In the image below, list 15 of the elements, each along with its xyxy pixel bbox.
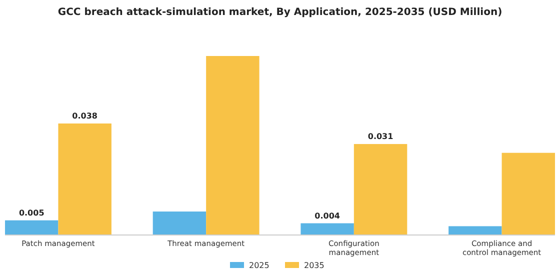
legend-label: 2025 xyxy=(249,261,270,270)
data-label: 0.031 xyxy=(368,132,394,142)
bar xyxy=(354,144,408,235)
bar xyxy=(58,123,112,235)
bar xyxy=(206,56,260,235)
bar xyxy=(5,220,58,235)
data-label: 0.005 xyxy=(18,208,45,218)
chart-title: GCC breach attack-simulation market, By Application, 2025-2035 (USD Million) xyxy=(58,7,502,18)
bar xyxy=(300,223,354,235)
bar xyxy=(152,212,206,235)
bar xyxy=(448,226,502,235)
data-label: 0.038 xyxy=(72,111,98,120)
bar xyxy=(502,152,555,235)
legend-label: 2035 xyxy=(304,261,324,270)
data-label: 0.004 xyxy=(314,211,340,220)
